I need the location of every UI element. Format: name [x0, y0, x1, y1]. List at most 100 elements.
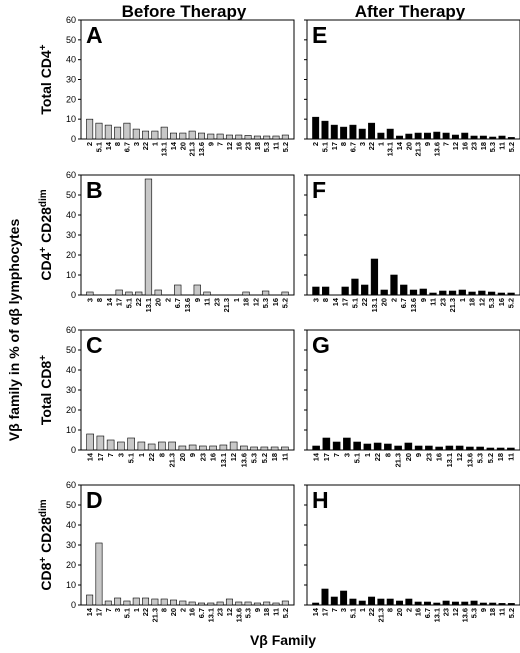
x-tick-label: 13.1: [370, 298, 379, 312]
x-tick-label: 13.6: [183, 298, 192, 312]
bar-18: [468, 291, 476, 296]
x-tick-label: 22: [147, 453, 156, 461]
x-tick-label: 21.3: [188, 142, 197, 156]
bar-9: [188, 444, 197, 451]
bar-17: [321, 588, 329, 606]
x-tick-label: 5.2: [507, 142, 516, 152]
x-tick-label: 13.1: [219, 453, 228, 467]
y-tick-label: 60: [66, 170, 76, 180]
bar-13.6: [409, 289, 418, 296]
bar-13.1: [207, 602, 215, 606]
bar-22: [368, 122, 376, 140]
x-tick-label: 7: [104, 608, 113, 612]
bar-8: [384, 443, 392, 451]
x-tick-label: 8: [95, 298, 104, 302]
panel-G: G 14 17 7 3 5.1 1 22 8 21.3 20 9 23 16 13.1 12 13.6 5.3 5.…: [304, 329, 520, 467]
x-tick-label: 5.1: [320, 142, 329, 152]
bar-14: [86, 433, 94, 451]
y-tick-label: 50: [66, 35, 76, 45]
row-titles: Total CD4+ CD4+ CD28dim Total CD8+ CD8+ CD2…: [38, 44, 55, 590]
y-tick-label: 20: [66, 405, 76, 415]
x-tick-label: 3: [116, 453, 125, 457]
x-tick-label: 9: [479, 608, 488, 612]
x-tick-label: 20: [169, 608, 178, 616]
x-tick-label: 16: [460, 142, 469, 150]
y-tick-label: 30: [66, 540, 76, 550]
row-title-3: Total CD8+: [38, 355, 55, 425]
bar-11: [203, 291, 211, 296]
x-tick-label: 22: [367, 608, 376, 616]
y-axis-title: Vβ family in % of αβ lymphocytes: [6, 219, 22, 442]
x-tick-label: 8: [321, 298, 330, 302]
x-tick-label: 9: [188, 453, 197, 457]
y-tick-label: 0: [71, 600, 76, 610]
bar-16: [461, 132, 469, 140]
bar-13.1: [144, 178, 153, 296]
x-tick-label: 17: [341, 298, 350, 306]
y-tick-label: 60: [66, 325, 76, 335]
x-tick-label: 9: [253, 608, 262, 612]
x-tick-label: 5.2: [281, 142, 290, 152]
bar-13.1: [386, 128, 394, 140]
bar-21.3: [448, 290, 457, 296]
bar-16: [188, 601, 196, 606]
x-tick-label: 8: [386, 608, 395, 612]
bar-20: [170, 599, 177, 606]
x-tick-label: 18: [242, 298, 251, 306]
x-tick-label: 6.7: [348, 142, 357, 152]
bar-14: [170, 132, 177, 140]
bar-9: [253, 602, 261, 606]
x-tick-label: 17: [330, 142, 339, 150]
bar-5.2: [281, 291, 289, 296]
bar-5.2: [260, 446, 269, 451]
x-tick-label: 3: [342, 453, 351, 457]
bar-6.7: [424, 601, 431, 606]
x-tick-label: 7: [442, 142, 451, 146]
bar-5.3: [250, 446, 258, 451]
x-tick-label: 17: [322, 453, 331, 461]
x-tick-label: 22: [367, 142, 376, 150]
x-tick-label: 1: [137, 453, 146, 457]
x-tick-label: 23: [244, 142, 253, 150]
bar-23: [442, 600, 450, 606]
bar-9: [414, 445, 423, 451]
bar-11: [272, 135, 280, 140]
x-tick-label: 21.3: [222, 298, 231, 312]
x-tick-label: 13.1: [386, 142, 395, 156]
bar-6.7: [198, 602, 205, 606]
bar-12: [451, 134, 459, 140]
x-tick-label: 13.6: [409, 298, 418, 312]
bar-1: [363, 443, 372, 451]
y-tick-label: 20: [66, 560, 76, 570]
bar-16: [209, 445, 217, 451]
x-tick-label: 2: [85, 142, 94, 146]
bar-5.1: [349, 598, 357, 606]
x-tick-label: 11: [272, 608, 281, 616]
bar-5.1: [127, 437, 135, 451]
bar-8: [322, 286, 330, 296]
bar-7: [104, 600, 112, 606]
bar-13.1: [160, 126, 168, 140]
bar-17: [95, 542, 103, 606]
x-tick-label: 7: [106, 453, 115, 457]
bar-11: [429, 292, 437, 296]
x-tick-label: 17: [94, 608, 103, 616]
x-tick-label: 5.2: [281, 298, 290, 308]
x-tick-label: 8: [339, 142, 348, 146]
bar-3: [117, 441, 125, 451]
bar-14: [312, 602, 320, 606]
panel-frame: [306, 174, 520, 296]
x-tick-label: 14: [395, 141, 404, 150]
x-tick-label: 5.1: [350, 298, 359, 308]
bar-3: [114, 597, 122, 606]
x-tick-label: 20: [178, 453, 187, 461]
x-tick-label: 12: [225, 608, 234, 616]
bar-12: [478, 290, 486, 296]
x-tick-label: 13.6: [432, 142, 441, 156]
x-tick-label: 20: [404, 142, 413, 150]
y-tick-label: 60: [66, 15, 76, 25]
bar-11: [498, 135, 506, 140]
bar-11: [507, 447, 515, 451]
bar-1: [377, 132, 385, 140]
y-tick-label: 50: [66, 500, 76, 510]
